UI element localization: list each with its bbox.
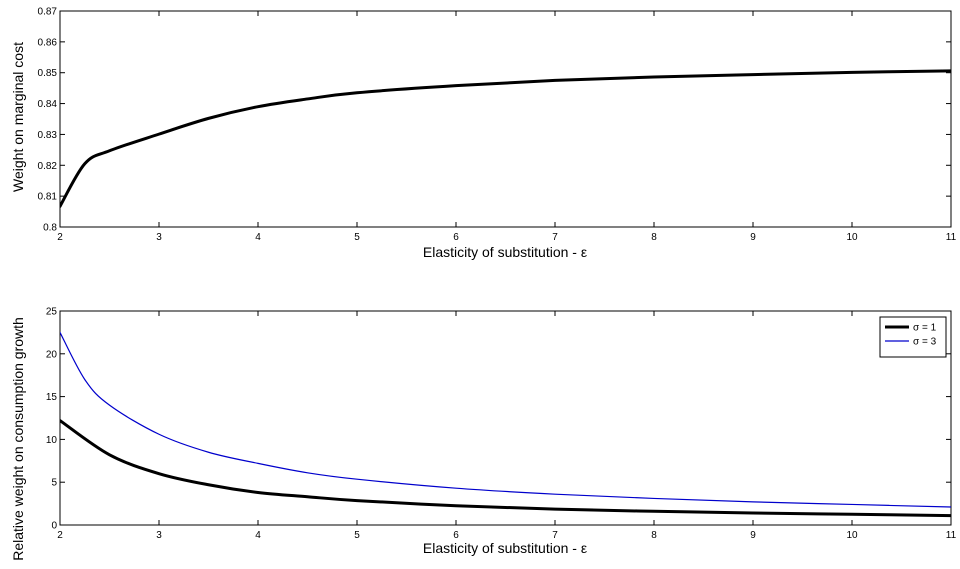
x-tick-label: 9: [750, 530, 756, 541]
plot-area: 2 3 4 5 6 7 8 9 10 11 0.8 0.81 0.82 0.83 0.84 0.85 0.86 0…: [38, 7, 957, 244]
y-tick-label: 0.81: [38, 192, 58, 203]
series-line-1: [60, 419, 951, 518]
y-tick-label: 15: [46, 392, 58, 403]
x-tick-label: 3: [156, 530, 162, 541]
x-tick-label: 11: [946, 530, 957, 541]
x-tick-label: 7: [552, 232, 558, 243]
x-tick-label: 5: [354, 530, 360, 541]
series-line-2: [60, 331, 951, 508]
y-tick-label: 10: [46, 435, 58, 446]
x-tick-label: 10: [846, 232, 858, 243]
y-axis-label: Relative weight on consumption growth: [10, 317, 26, 561]
y-tick-label: 0.82: [38, 161, 58, 172]
chart-weight-marginal-cost: 2 3 4 5 6 7 8 9 10 11 0.8 0.81 0.82 0.83 0.84 0.85 0.86 0…: [10, 7, 957, 261]
y-tick-label: 0.84: [38, 99, 58, 110]
axes-box: [59, 310, 952, 526]
y-tick-label: 5: [51, 478, 57, 489]
y-axis-label: Weight on marginal cost: [10, 42, 26, 192]
x-tick-label: 11: [946, 232, 957, 243]
y-tick-label: 0.86: [38, 37, 58, 48]
x-tick-label: 9: [750, 232, 756, 243]
x-tick-label: 10: [846, 530, 858, 541]
legend-box: [879, 316, 947, 358]
x-axis-label: Elasticity of substitution - ε: [423, 244, 587, 260]
x-tick-label: 6: [453, 232, 459, 243]
x-tick-label: 8: [651, 530, 657, 541]
x-tick-label: 2: [57, 530, 63, 541]
x-axis-label: Elasticity of substitution - ε: [423, 540, 587, 556]
y-tick-label: 0.85: [38, 68, 58, 79]
x-tick-label: 4: [255, 232, 261, 243]
x-tick-label: 5: [354, 232, 360, 243]
y-tick-label: 0.87: [38, 7, 58, 18]
plot-area: 2 3 4 5 6 7 8 9 10 11 0 5 10 15 20 25 σ = 1 σ = 3: [46, 307, 957, 542]
axes-box: [59, 10, 952, 228]
x-tick-label: 6: [453, 530, 459, 541]
y-tick-label: 0: [51, 521, 57, 532]
legend-label: σ = 1: [913, 323, 937, 334]
y-tick-label: 0.83: [38, 130, 58, 141]
x-tick-label: 3: [156, 232, 162, 243]
y-tick-label: 25: [46, 307, 58, 318]
y-tick-label: 20: [46, 349, 58, 360]
x-tick-label: 2: [57, 232, 63, 243]
chart-relative-weight-consumption: 2 3 4 5 6 7 8 9 10 11 0 5 10 15 20 25 σ = 1 σ = 3 Elastic…: [10, 307, 957, 561]
legend: σ = 1 σ = 3: [879, 316, 947, 358]
series-line-1: [60, 69, 951, 208]
x-tick-label: 4: [255, 530, 261, 541]
legend-label: σ = 3: [913, 337, 937, 348]
x-tick-label: 7: [552, 530, 558, 541]
y-tick-label: 0.8: [43, 223, 57, 234]
x-tick-label: 8: [651, 232, 657, 243]
